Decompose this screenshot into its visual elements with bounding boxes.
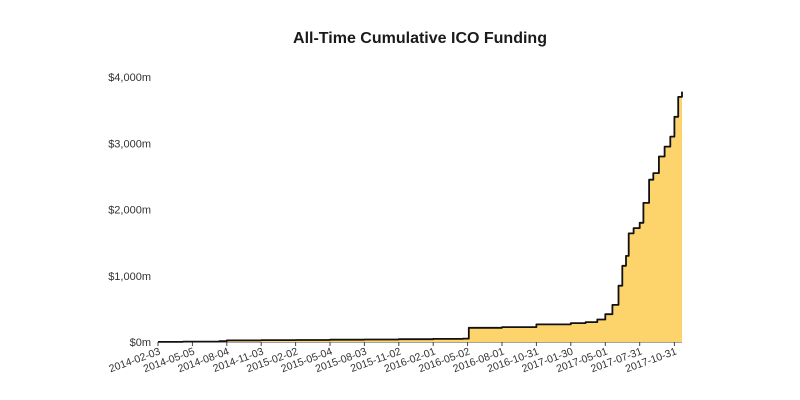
y-tick-label-1: $1,000m — [108, 271, 151, 283]
y-tick-label-4: $4,000m — [108, 72, 151, 84]
series-area — [158, 91, 682, 342]
series-layer — [158, 91, 683, 343]
y-tick-label-0: $0m — [130, 337, 151, 349]
chart-title: All-Time Cumulative ICO Funding — [293, 30, 547, 47]
y-tick-label-2: $2,000m — [108, 205, 151, 217]
series-line — [158, 91, 683, 343]
y-axis: $0m $1,000m $2,000m $3,000m $4,000m — [108, 72, 151, 349]
y-tick-label-3: $3,000m — [108, 138, 151, 150]
x-axis: 2014-02-032014-05-052014-08-042014-11-03… — [107, 341, 682, 375]
